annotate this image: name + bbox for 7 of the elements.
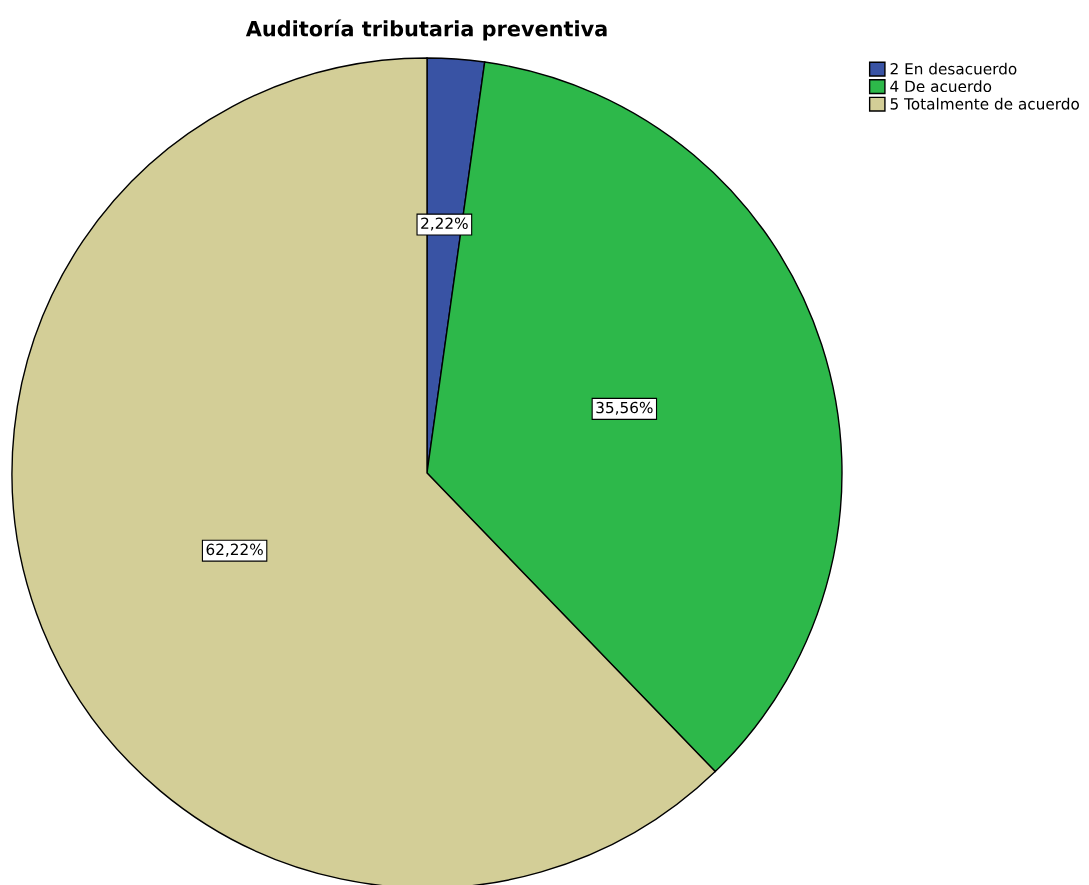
chart-title: Auditoría tributaria preventiva bbox=[245, 19, 607, 41]
legend-label: 2 En desacuerdo bbox=[890, 62, 1017, 75]
data-label: 62,22% bbox=[206, 543, 263, 557]
legend-label: 5 Totalmente de acuerdo bbox=[890, 97, 1079, 110]
data-label: 2,22% bbox=[421, 217, 468, 231]
legend-label: 4 De acuerdo bbox=[890, 80, 992, 93]
data-label: 35,56% bbox=[596, 401, 653, 415]
